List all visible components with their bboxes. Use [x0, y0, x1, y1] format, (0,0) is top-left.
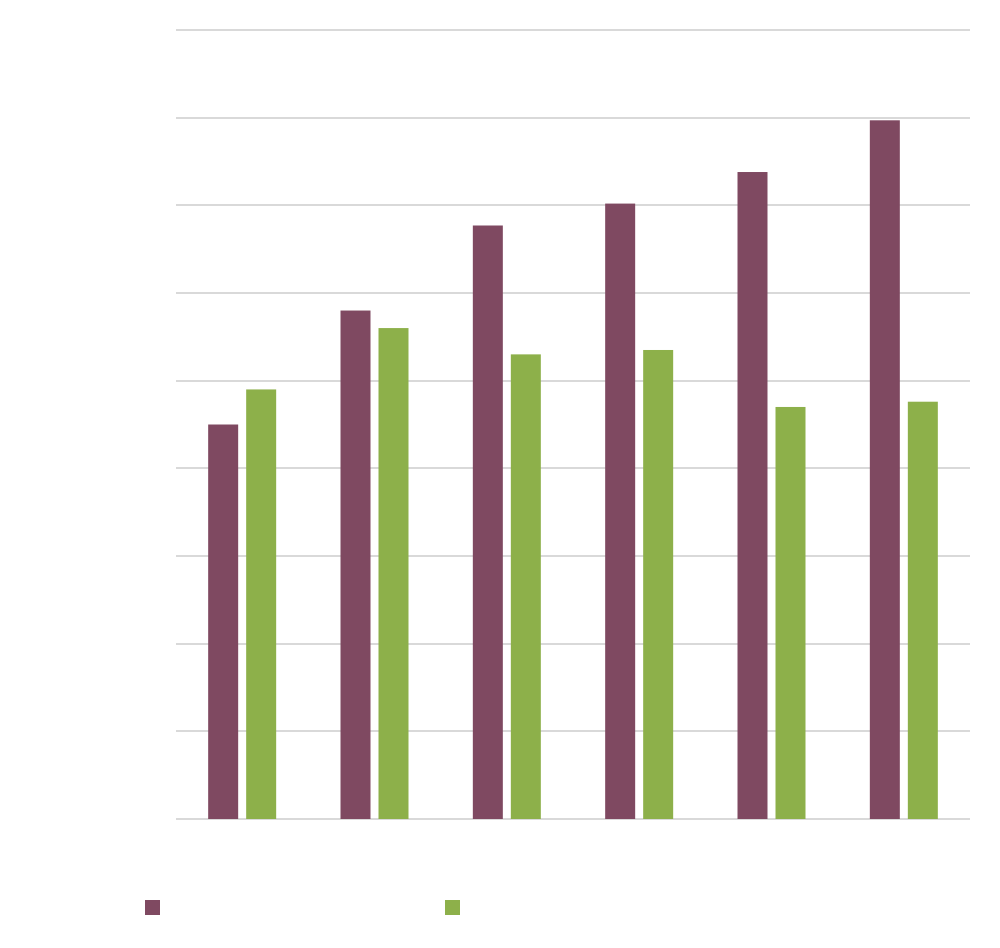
bar-series-1-category-6 — [869, 120, 900, 819]
bar-series-1-category-4 — [605, 203, 636, 819]
bar-series-1-category-3 — [472, 225, 503, 819]
legend-swatch-series-2 — [445, 900, 460, 915]
bar-series-1-category-2 — [340, 310, 371, 819]
legend-swatch-series-1 — [145, 900, 160, 915]
legend — [145, 900, 460, 915]
bar-series-2-category-4 — [643, 349, 674, 819]
bar-series-2-category-6 — [907, 401, 938, 819]
bar-series-2-category-2 — [378, 328, 409, 819]
bar-series-2-category-5 — [775, 406, 806, 819]
bar-series-1-category-5 — [737, 172, 768, 819]
bars — [208, 120, 938, 819]
bar-series-1-category-1 — [208, 424, 239, 819]
gridlines — [176, 29, 970, 820]
bar-series-2-category-1 — [246, 389, 277, 819]
bar-series-2-category-3 — [510, 354, 541, 819]
